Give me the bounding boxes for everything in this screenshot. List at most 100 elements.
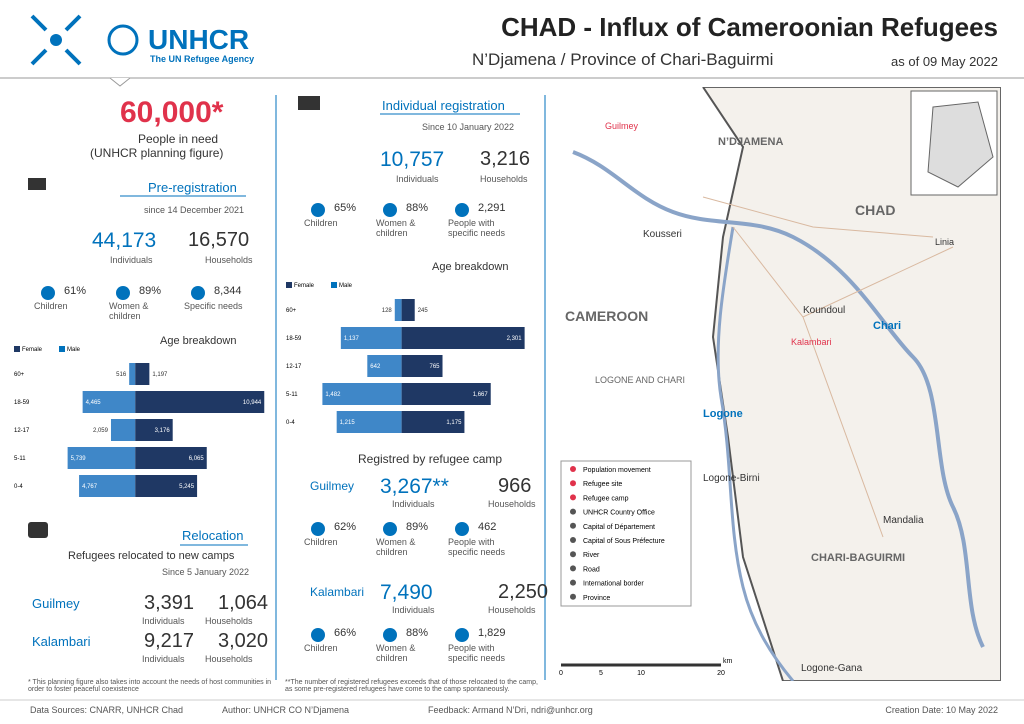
age-group: 0-4: [14, 484, 23, 490]
male-label: 245: [418, 308, 429, 314]
section-title: Registred by refugee camp: [358, 452, 503, 466]
legend-swatch: [331, 282, 337, 288]
male-bar: [135, 363, 150, 385]
stat-label: Women & children: [376, 218, 416, 238]
stat-value: 65%: [334, 202, 357, 214]
stat-icon: [116, 286, 130, 300]
camp-individuals-label: Individuals: [392, 605, 435, 615]
since: Since 10 January 2022: [422, 122, 515, 132]
camp-households-label: Households: [488, 499, 536, 509]
legend-label: Population movement: [583, 467, 651, 474]
age-group: 0-4: [286, 420, 295, 426]
stat-label: People with specific needs: [448, 537, 506, 557]
age-group: 60+: [286, 308, 297, 314]
pin-value: 60,000*: [120, 96, 224, 129]
map-label: Logone-Gana: [801, 663, 863, 674]
female-label: 2,059: [93, 428, 109, 434]
households: 3,216: [480, 148, 531, 170]
legend-label: Province: [583, 595, 610, 602]
households-label: Households: [480, 174, 528, 184]
legend-label: Refugee camp: [583, 495, 629, 502]
since: since 14 December 2021: [144, 205, 245, 215]
section-title: Individual registration: [382, 98, 505, 113]
stat-icon: [311, 628, 325, 642]
female-label: 128: [382, 308, 393, 314]
stat-value: 1,829: [478, 627, 506, 639]
female-bar: [82, 391, 136, 413]
since: Since 5 January 2022: [162, 567, 250, 577]
map-label: Linia: [935, 237, 954, 247]
legend-label: Female: [22, 347, 43, 353]
female-bar: [394, 299, 402, 321]
age-group: 12-17: [286, 364, 302, 370]
stat-value: 61%: [64, 285, 87, 297]
map-label: Mandalia: [883, 515, 924, 526]
stat-value: 62%: [334, 521, 357, 533]
stat-icon: [455, 203, 469, 217]
stat-label: Women & children: [376, 537, 416, 557]
footer-author: Author: UNHCR CO N’Djamena: [222, 705, 350, 715]
stat-icon: [455, 628, 469, 642]
camp-individuals-label: Individuals: [392, 499, 435, 509]
legend-symbol: [570, 494, 576, 501]
title: CHAD - Influx of Cameroonian Refugees: [501, 12, 998, 42]
map-label: CAMEROON: [565, 308, 648, 324]
map-label: N’DJAMENA: [718, 136, 783, 148]
stat-value: 2,291: [478, 202, 506, 214]
map-label: CHARI-BAGUIRMI: [811, 552, 905, 564]
camp-households: 966: [498, 475, 532, 497]
male-label: 5,245: [179, 484, 195, 490]
female-bar: [322, 383, 402, 405]
male-bar: [135, 475, 198, 497]
male-label: 1,175: [446, 420, 462, 426]
individuals-label: Individuals: [110, 255, 153, 265]
stat-icon: [311, 203, 325, 217]
female-label: 642: [370, 364, 381, 370]
camp-individuals: 3,267**: [380, 475, 449, 498]
legend-symbol: [570, 565, 576, 572]
stat-icon: [383, 628, 397, 642]
male-bar: [401, 411, 465, 433]
legend-symbol: [570, 466, 576, 472]
stat-value: 89%: [139, 285, 162, 297]
map-label: Koundoul: [803, 305, 845, 316]
age-group: 18-59: [14, 400, 30, 406]
pin-note: (UNHCR planning figure): [90, 146, 224, 160]
legend-swatch: [14, 346, 20, 352]
age-group: 60+: [14, 372, 25, 378]
stat-icon: [455, 522, 469, 536]
scale-tick: 0: [559, 670, 563, 677]
legend-label: River: [583, 552, 600, 559]
camp-name: Guilmey: [32, 596, 80, 611]
legend-label: International border: [583, 581, 644, 588]
individuals: 3,391: [144, 592, 195, 614]
map-label: Logone-Birni: [703, 473, 760, 484]
households-label: Households: [205, 616, 253, 626]
female-bar: [129, 363, 136, 385]
female-bar: [336, 411, 402, 433]
map-label: Kousseri: [643, 229, 682, 240]
legend-label: Capital of Département: [583, 524, 655, 531]
stat-label: Women & children: [376, 643, 416, 663]
map-label: Chari: [873, 320, 901, 332]
female-label: 1,137: [344, 336, 360, 342]
stat-value: 8,344: [214, 285, 242, 297]
footer-feedback: Feedback: Armand N’Dri, ndri@unhcr.org: [428, 705, 593, 715]
male-bar: [401, 383, 491, 405]
footnote: **The number of registered refugees exce…: [285, 679, 538, 693]
legend-symbol: [570, 593, 576, 600]
camp-households: 2,250: [498, 581, 549, 603]
male-label: 1,197: [152, 372, 168, 378]
stat-value: 89%: [406, 521, 429, 533]
individuals-label: Individuals: [396, 174, 439, 184]
female-label: 1,215: [340, 420, 356, 426]
stat-label: Children: [304, 218, 338, 228]
map-label: CHAD: [855, 202, 895, 218]
legend-symbol: [570, 508, 576, 515]
scale-tick: 5: [599, 670, 603, 677]
stat-icon: [41, 286, 55, 300]
scale-tick: 10: [637, 670, 645, 677]
male-bar: [135, 419, 173, 441]
